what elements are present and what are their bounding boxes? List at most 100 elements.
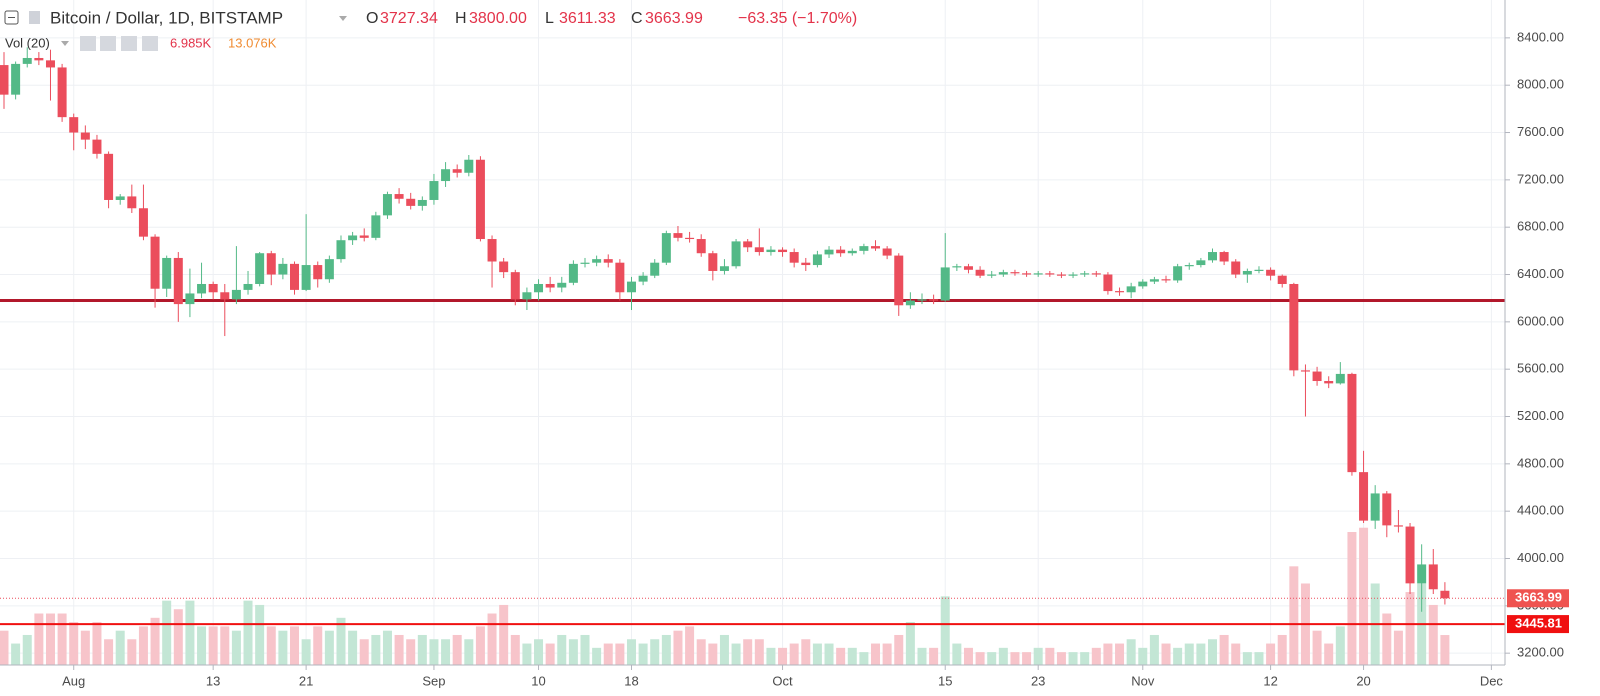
candle-body [534, 283, 544, 293]
volume-bar [1231, 643, 1241, 665]
candle-body [708, 253, 718, 271]
volume-bar [1428, 604, 1438, 665]
volume-bar [1207, 639, 1217, 665]
volume-bar [1277, 634, 1287, 665]
volume-bar [452, 634, 462, 665]
x-tick-label: 23 [1031, 673, 1045, 688]
volume-value: 6.985K [170, 35, 212, 50]
candle-body [231, 289, 241, 300]
volume-bar [615, 643, 625, 665]
candle-body [34, 57, 44, 61]
collapse-icon[interactable] [4, 10, 19, 25]
candle-body [1196, 260, 1206, 266]
candle-body [1405, 526, 1415, 584]
volume-bar [499, 604, 509, 665]
candle-body [313, 265, 323, 280]
add-button[interactable] [121, 36, 137, 51]
x-tick-label: Sep [422, 673, 445, 688]
candle-body [905, 300, 915, 306]
ohlc-key: C [631, 10, 643, 27]
volume-bar [197, 626, 207, 665]
ohlc-key: O [366, 10, 378, 27]
volume-bar [824, 643, 834, 665]
volume-bar [1254, 652, 1264, 665]
volume-bar [173, 609, 183, 665]
volume-bar [789, 643, 799, 665]
candle-body [1417, 564, 1427, 584]
volume-bar [301, 639, 311, 665]
candle-body [510, 272, 520, 300]
x-tick-label: Aug [62, 673, 85, 688]
candle-body [115, 196, 125, 200]
dropdown-arrow[interactable] [61, 41, 69, 46]
remove-button[interactable] [142, 36, 158, 51]
candle-body [1010, 272, 1020, 274]
price-axis-bg [1505, 0, 1600, 696]
y-tick-label: 6400.00 [1517, 266, 1564, 281]
time-axis-bg [0, 665, 1505, 696]
x-tick-label: 13 [206, 673, 220, 688]
volume-bar [429, 639, 439, 665]
x-tick-label: 15 [938, 673, 952, 688]
x-tick-label: Dec [1480, 673, 1504, 688]
candle-body [487, 239, 497, 262]
x-tick-label: 10 [531, 673, 545, 688]
candle-body [1254, 269, 1264, 271]
candle-body [743, 241, 753, 248]
candle-body [1242, 270, 1252, 275]
volume-bar [1103, 643, 1113, 665]
volume-bar [754, 639, 764, 665]
eye-button[interactable] [80, 36, 96, 51]
candle-body [290, 263, 300, 290]
volume-bar [1335, 626, 1345, 665]
volume-bar [1440, 635, 1450, 665]
candle-body [975, 269, 985, 276]
y-tick-label: 8400.00 [1517, 29, 1564, 44]
candle-body [92, 139, 102, 154]
candle-body [1347, 373, 1357, 473]
volume-bar [1126, 639, 1136, 665]
candle-body [243, 283, 253, 290]
volume-bar [266, 626, 276, 665]
candle-body [417, 199, 427, 206]
line-price-label: 3445.81 [1515, 616, 1562, 631]
volume-bar [534, 639, 544, 665]
volume-bar [998, 647, 1008, 665]
volume-bar [1324, 643, 1334, 665]
volume-bar [894, 634, 904, 665]
candle-body [150, 236, 160, 289]
candle-body [1370, 493, 1380, 521]
volume-bar [1022, 652, 1032, 665]
candle-body [278, 263, 288, 275]
volume-bar [290, 626, 300, 665]
settings-button[interactable] [100, 36, 116, 51]
volume-bar [371, 634, 381, 665]
candle-body [80, 132, 90, 140]
x-tick-label: 18 [624, 673, 638, 688]
candle-body [452, 169, 462, 173]
y-tick-label: 3200.00 [1517, 645, 1564, 660]
volume-bar [510, 634, 520, 665]
candle-body [940, 267, 950, 301]
candle-body [301, 265, 311, 290]
candle-body [1393, 525, 1403, 527]
candle-body [580, 262, 590, 264]
volume-label: Vol (20) [5, 35, 50, 50]
volume-bar [975, 652, 985, 665]
volume-bar [45, 613, 55, 665]
volume-bar [1219, 634, 1229, 665]
candle-body [1289, 283, 1299, 371]
candle-body [1091, 273, 1101, 275]
candle-body [185, 293, 195, 305]
y-tick-label: 6000.00 [1517, 313, 1564, 328]
volume-bar [1173, 647, 1183, 665]
candle-body [1173, 266, 1183, 281]
dropdown-arrow[interactable] [339, 16, 347, 21]
volume-bar [1045, 647, 1055, 665]
volume-bar [487, 613, 497, 665]
volume-bar [522, 643, 532, 665]
volume-bar [766, 647, 776, 665]
candle-body [127, 196, 137, 209]
volume-bar [127, 639, 137, 665]
volume-bar [348, 630, 358, 665]
